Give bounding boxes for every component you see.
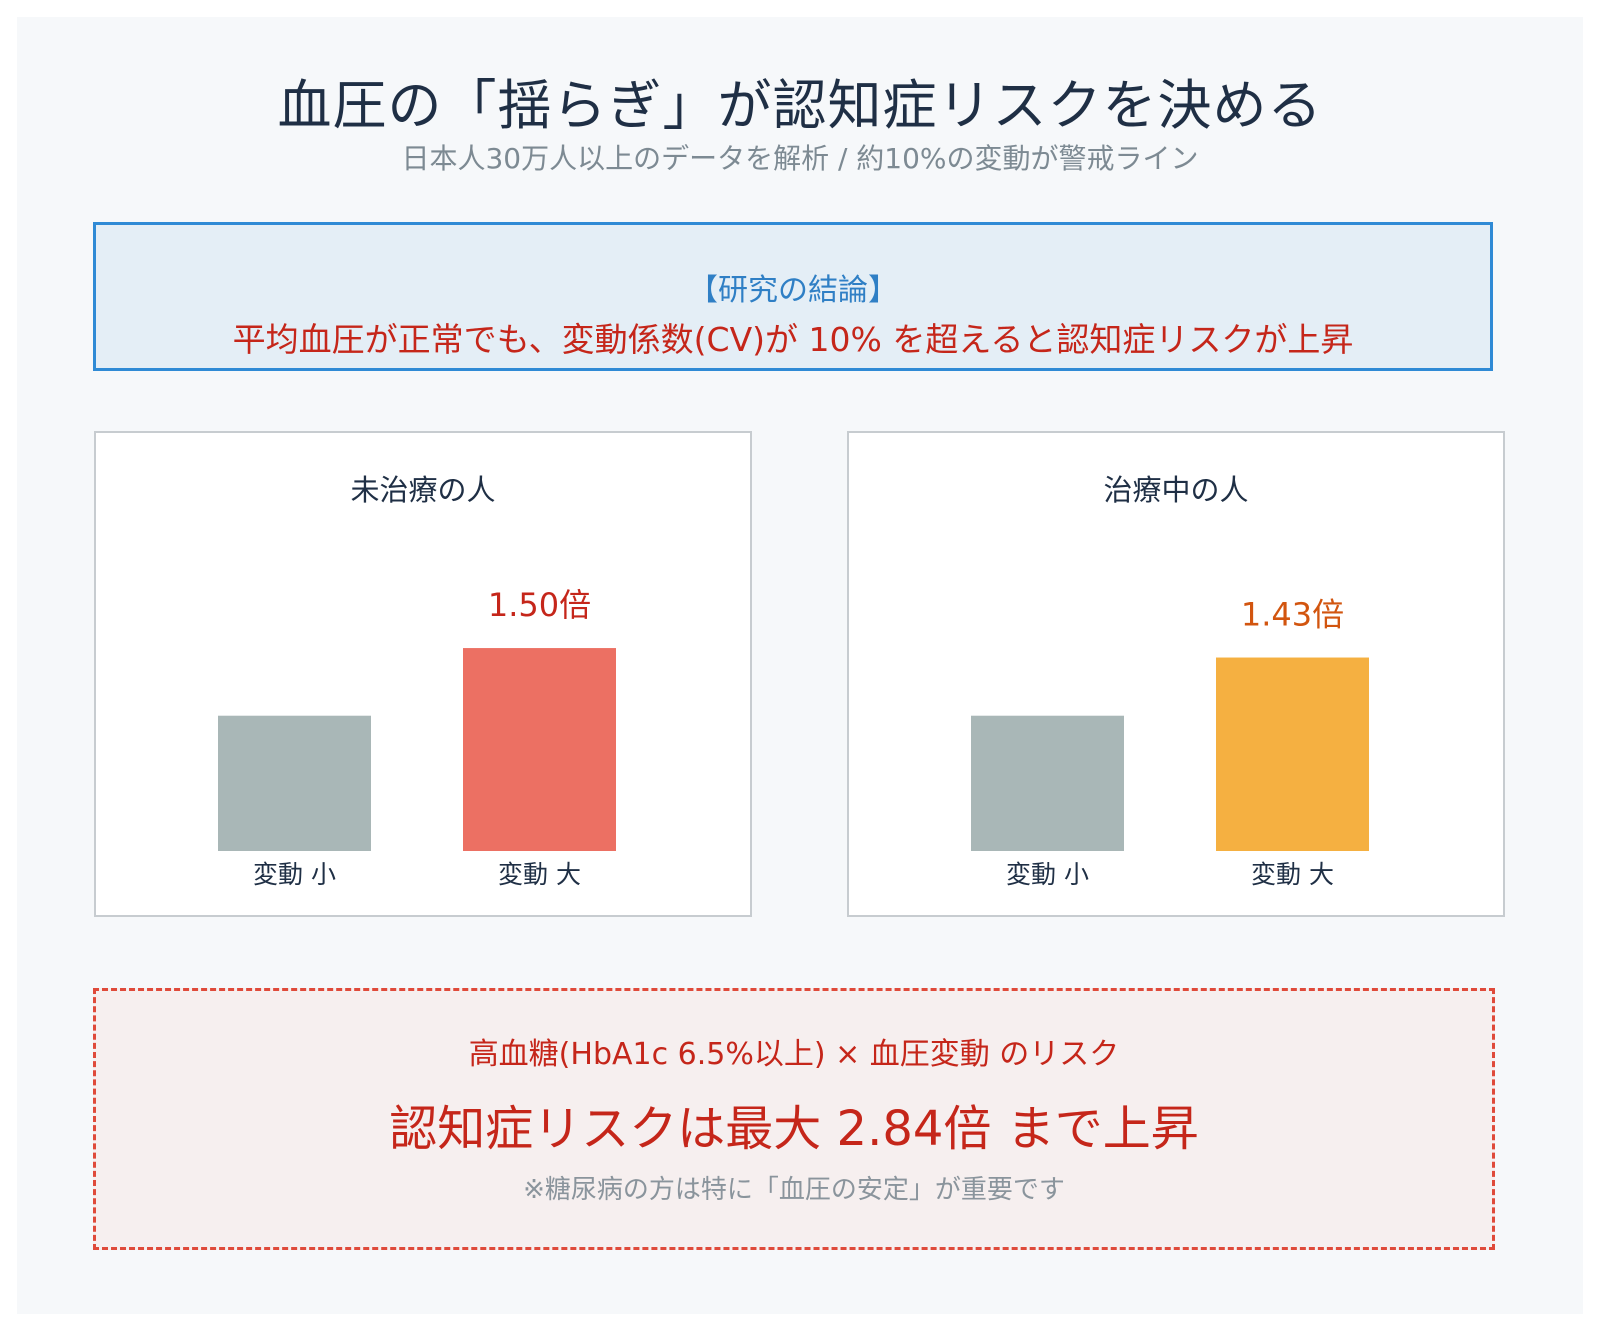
risk-box: 高血糖(HbA1c 6.5%以上) × 血圧変動 のリスク 認知症リスクは最大 … xyxy=(93,988,1495,1250)
page-subtitle: 日本人30万人以上のデータを解析 / 約10%の変動が警戒ライン xyxy=(401,142,1199,175)
chart-panel-treated: 治療中の人 変動 小 変動 大 1.43倍 xyxy=(847,431,1505,917)
bar-chart-treated: 変動 小 変動 大 1.43倍 xyxy=(971,596,1369,889)
bar-treated-0 xyxy=(971,715,1124,851)
page-title: 血圧の「揺らぎ」が認知症リスクを決める xyxy=(277,74,1323,137)
category-label-untreated-0: 変動 小 xyxy=(253,860,336,889)
risk-main-text: 認知症リスクは最大 2.84倍 まで上昇 xyxy=(389,1101,1199,1157)
infographic-canvas: 血圧の「揺らぎ」が認知症リスクを決める 日本人30万人以上のデータを解析 / 約… xyxy=(17,17,1583,1314)
data-label-untreated-1: 1.50倍 xyxy=(488,586,591,624)
bar-untreated-1 xyxy=(463,648,616,851)
chart-title-untreated: 未治療の人 xyxy=(350,473,496,507)
bar-treated-1 xyxy=(1216,657,1369,851)
conclusion-heading: 【研究の結論】 xyxy=(688,273,898,308)
category-label-treated-1: 変動 大 xyxy=(1251,860,1334,889)
conclusion-box: 【研究の結論】 平均血圧が正常でも、変動係数(CV)が 10% を超えると認知症… xyxy=(93,222,1493,371)
data-label-treated-1: 1.43倍 xyxy=(1241,596,1344,634)
risk-note: ※糖尿病の方は特に「血圧の安定」が重要です xyxy=(523,1175,1065,1205)
bar-untreated-0 xyxy=(218,715,371,851)
risk-heading: 高血糖(HbA1c 6.5%以上) × 血圧変動 のリスク xyxy=(468,1037,1120,1072)
category-label-treated-0: 変動 小 xyxy=(1006,860,1089,889)
conclusion-text: 平均血圧が正常でも、変動係数(CV)が 10% を超えると認知症リスクが上昇 xyxy=(232,320,1354,359)
chart-title-treated: 治療中の人 xyxy=(1103,473,1249,507)
bar-chart-untreated: 変動 小 変動 大 1.50倍 xyxy=(218,586,616,889)
chart-panel-untreated: 未治療の人 変動 小 変動 大 1.50倍 xyxy=(94,431,752,917)
category-label-untreated-1: 変動 大 xyxy=(498,860,581,889)
